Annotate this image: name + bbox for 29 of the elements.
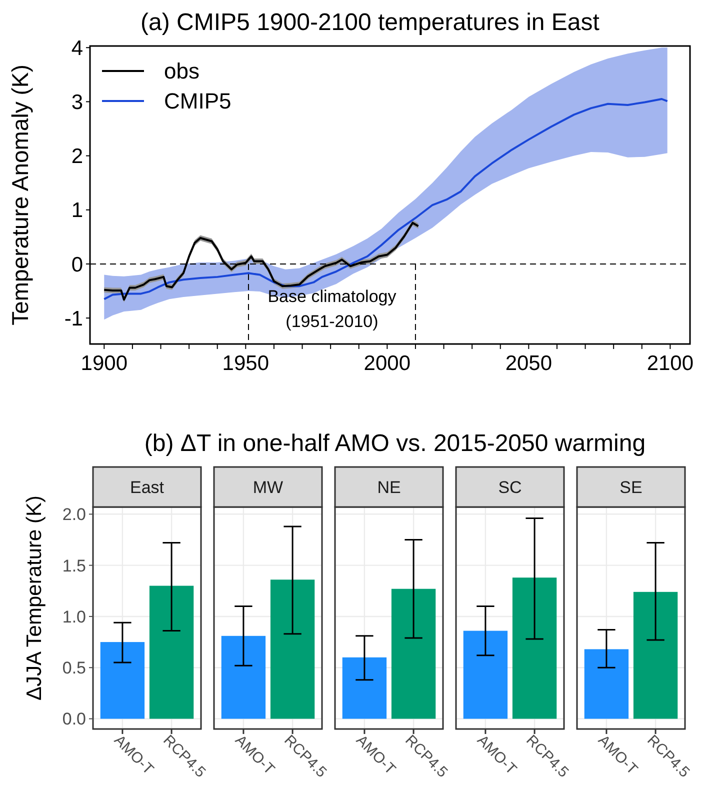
chart-title: (a) CMIP5 1900-2100 temperatures in East	[140, 9, 600, 36]
y-tick-label: 2	[71, 145, 83, 168]
chart-subtitle: East	[130, 478, 164, 497]
x-tick-label: 1900	[80, 352, 128, 375]
x-tick-label: 2000	[364, 352, 411, 375]
annotation: Base climatology	[268, 287, 397, 306]
y-axis-title: ΔJJA Temperature (K)	[23, 495, 46, 701]
y-axis-title: Temperature Anomaly (K)	[7, 64, 33, 326]
y-tick-label: 0.0	[62, 710, 86, 729]
legend-label: obs	[164, 58, 200, 84]
legend-label: CMIP5	[164, 88, 232, 114]
y-tick-label: 1	[71, 199, 83, 222]
x-tick-label: 1950	[222, 352, 270, 375]
x-tick-label: 2100	[646, 352, 694, 375]
annotation: (1951-2010)	[286, 312, 378, 331]
y-tick-label: 4	[71, 36, 84, 60]
y-tick-label: 1.0	[62, 607, 86, 626]
chart-subtitle: SE	[620, 478, 642, 497]
chart-subtitle: SC	[498, 478, 522, 497]
y-tick-label: -1	[64, 307, 83, 330]
text: (b) ΔT in one-half AMO vs. 2015-2050 warming	[144, 430, 646, 457]
y-tick-label: 0	[71, 253, 83, 276]
chart-subtitle: MW	[252, 478, 284, 497]
y-tick-label: 3	[71, 91, 83, 114]
y-tick-label: 1.5	[62, 556, 86, 576]
y-tick-label: 0.5	[62, 658, 86, 678]
y-tick-label: 2.0	[62, 505, 86, 524]
x-tick-label: 2050	[505, 352, 552, 375]
chart-subtitle: NE	[377, 478, 401, 497]
